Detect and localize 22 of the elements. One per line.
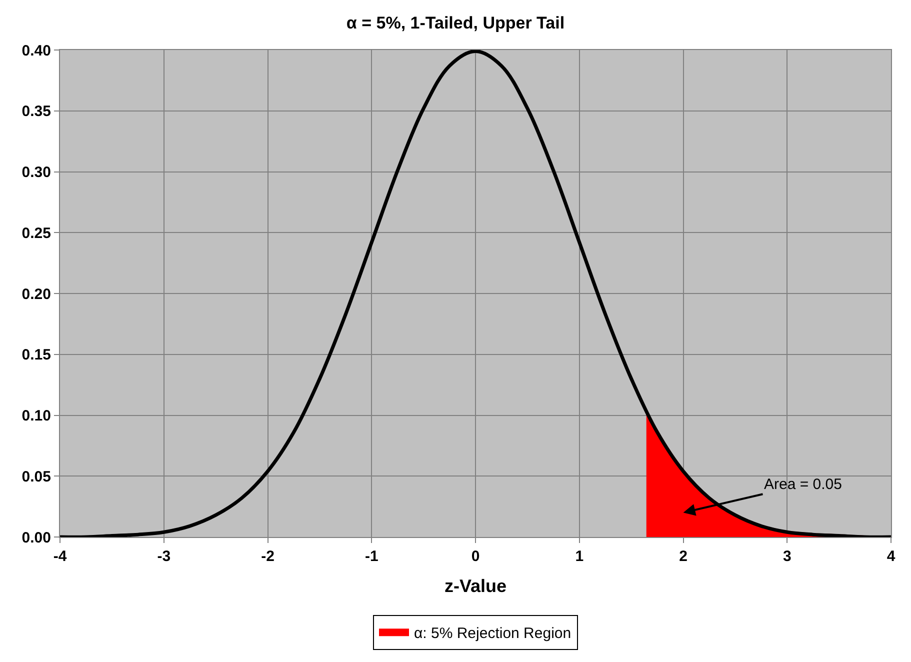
y-tick-label: 0.30: [22, 164, 51, 181]
x-axis-title: z-Value: [444, 576, 507, 596]
x-tick-label: -2: [261, 548, 274, 565]
x-tick-label: -3: [157, 548, 171, 565]
x-tick-label: 2: [679, 548, 688, 565]
x-tick-label: -4: [53, 548, 68, 565]
y-tick-label: 0.15: [22, 346, 51, 364]
y-tick-label: 0.35: [22, 103, 51, 120]
y-tick-label: 0.05: [22, 468, 51, 486]
y-tick-label: 0.40: [22, 42, 51, 60]
x-tick-label: 4: [886, 548, 896, 565]
x-tick-label: 3: [782, 548, 792, 565]
chart-title: α = 5%, 1-Tailed, Upper Tail: [346, 13, 565, 32]
x-tick-label: -1: [364, 548, 378, 565]
y-tick-label: 0.10: [22, 408, 51, 424]
y-tick-label: 0.00: [22, 529, 51, 546]
x-tick-label: 1: [575, 548, 584, 565]
annotation: Area = 0.05: [764, 476, 842, 493]
y-tick-label: 0.20: [22, 286, 51, 303]
x-tick-label: 0: [471, 548, 480, 565]
y-tick-label: 0.25: [22, 224, 51, 242]
legend-label: α: 5% Rejection Region: [414, 625, 572, 642]
